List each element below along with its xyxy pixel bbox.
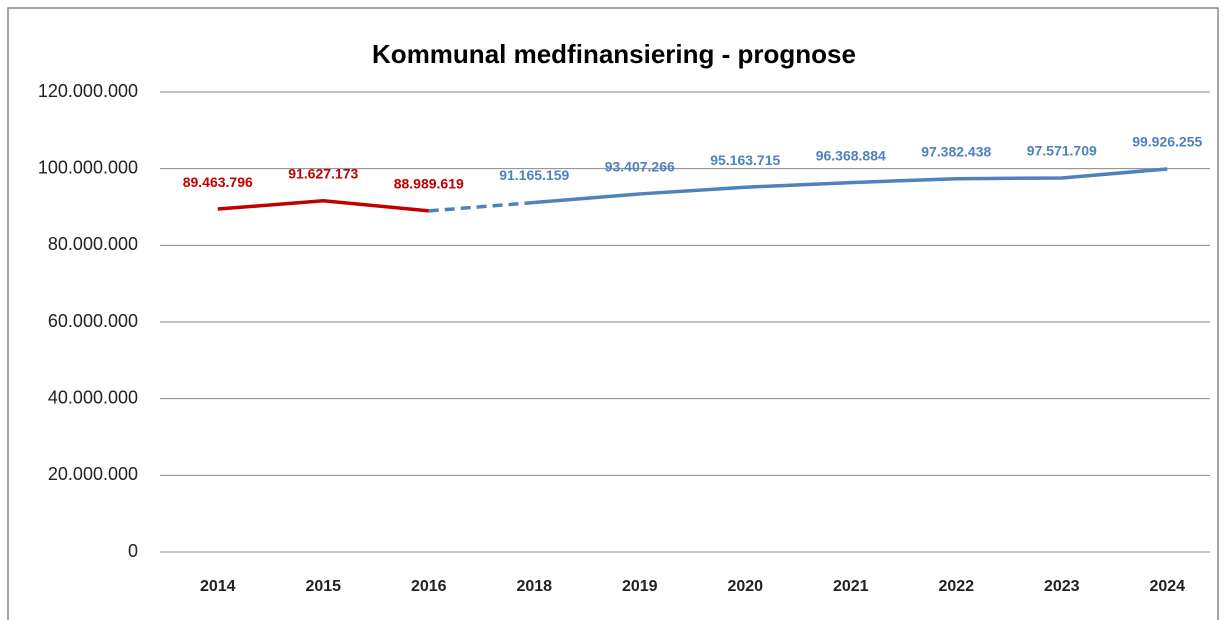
data-label: 96.368.884 [816, 147, 886, 163]
x-tick-label: 2020 [727, 578, 763, 595]
y-tick-label: 100.000.000 [38, 157, 138, 177]
y-tick-label: 120.000.000 [38, 81, 138, 101]
x-tick-label: 2024 [1149, 578, 1185, 595]
x-tick-label: 2016 [411, 578, 447, 595]
data-label: 99.926.255 [1132, 134, 1202, 150]
data-label: 97.571.709 [1027, 143, 1097, 159]
x-tick-label: 2022 [938, 578, 974, 595]
data-label: 88.989.619 [394, 176, 464, 192]
data-label: 91.627.173 [288, 165, 358, 181]
y-tick-label: 60.000.000 [48, 311, 138, 331]
chart-frame [7, 7, 1219, 620]
x-tick-label: 2018 [516, 578, 552, 595]
x-tick-label: 2023 [1044, 578, 1080, 595]
y-tick-label: 40.000.000 [48, 387, 138, 407]
x-tick-label: 2021 [833, 578, 869, 595]
line [217, 199, 429, 213]
data-label: 89.463.796 [183, 174, 253, 190]
y-tick-label: 20.000.000 [48, 464, 138, 484]
chart-title: Kommunal medfinansiering - prognose [372, 39, 856, 69]
data-label: 97.382.438 [921, 143, 991, 159]
x-tick-label: 2014 [200, 578, 236, 595]
data-label: 95.163.715 [710, 152, 780, 168]
dashed-line [428, 200, 535, 213]
y-tick-label: 0 [128, 541, 138, 561]
x-tick-label: 2019 [622, 578, 658, 595]
data-label: 93.407.266 [605, 159, 675, 175]
y-tick-label: 80.000.000 [48, 234, 138, 254]
x-tick-label: 2015 [305, 578, 341, 595]
data-label: 91.165.159 [499, 167, 569, 183]
line [534, 167, 1168, 205]
